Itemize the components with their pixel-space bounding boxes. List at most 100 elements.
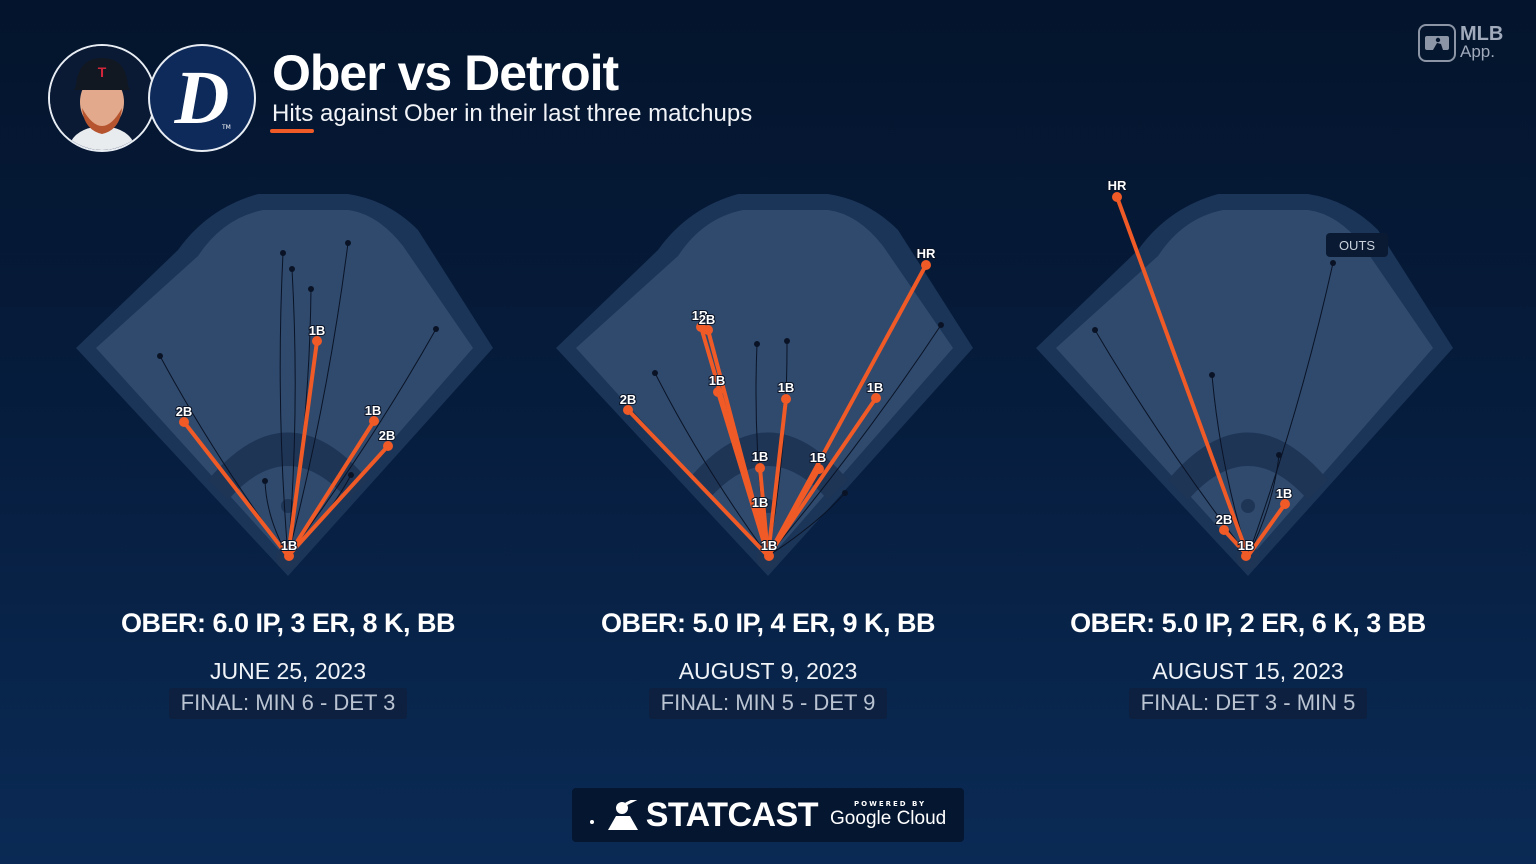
hit-marker-icon [781, 394, 791, 404]
statcast-google-cloud-banner: STATCAST POWERED BY Google Cloud [572, 788, 964, 842]
field-grass-icon [576, 210, 953, 560]
statcast-wordmark: STATCAST [645, 795, 819, 834]
team-logo: D TM [148, 44, 256, 152]
out-trajectory [1247, 262, 1334, 557]
hit-marker-icon [1241, 551, 1251, 561]
page-title: Ober vs Detroit [272, 45, 619, 101]
outs-legend-label: OUTS [1339, 238, 1375, 253]
hit-trajectory [286, 444, 390, 558]
final-score-badge: FINAL: MIN 5 - DET 9 [648, 688, 888, 719]
out-trajectory [287, 242, 349, 557]
pitcher-stat-line: OBER: 5.0 IP, 2 ER, 6 K, 3 BB [1070, 608, 1426, 638]
out-marker-icon [308, 286, 314, 292]
out-trajectory [279, 252, 289, 557]
hit-type-label: 1B [752, 495, 769, 510]
svg-text:T: T [98, 64, 107, 80]
hit-trajectory [758, 510, 770, 558]
hit-marker-icon [623, 405, 633, 415]
player-headshot-icon: T [50, 46, 154, 150]
hit-type-label: 1B [709, 373, 726, 388]
game-date: JUNE 25, 2023 [210, 658, 366, 684]
hit-marker-icon [312, 336, 322, 346]
mlb-app-line2: App. [1460, 42, 1495, 61]
infield-dirt-icon [208, 432, 368, 500]
mlb-batter-silhouette-icon [607, 800, 638, 830]
out-marker-icon [280, 250, 286, 256]
hit-type-label: 1B [1276, 486, 1293, 501]
player-avatar: T [48, 44, 156, 152]
hit-marker-icon [383, 441, 393, 451]
hit-marker-icon [179, 417, 189, 427]
field-grass-icon [1056, 210, 1433, 560]
pitcher-stat-line: OBER: 5.0 IP, 4 ER, 9 K, BB [600, 608, 936, 638]
out-marker-icon [784, 338, 790, 344]
hit-type-label: 2B [176, 404, 193, 419]
game-panel-1: 2B 1B 1B 2B 1B OBER: 6.0 IP, 3 ER, 8 K, BB J… [48, 170, 528, 730]
out-trajectory [767, 492, 846, 557]
hit-marker-icon [871, 393, 881, 403]
hit-type-label: 1B [692, 308, 709, 323]
hit-trajectory [626, 408, 770, 558]
hit-type-label: 1B [365, 403, 382, 418]
hit-trajectory [182, 420, 290, 558]
out-marker-icon [1209, 372, 1215, 378]
hit-type-label: 1B [810, 450, 827, 465]
final-score-badge: FINAL: DET 3 - MIN 5 [1128, 688, 1368, 719]
hit-marker-icon [1280, 499, 1290, 509]
out-trajectory [287, 268, 296, 557]
hit-marker-icon [755, 463, 765, 473]
hit-type-label: 1B [761, 538, 778, 553]
out-marker-icon [345, 240, 351, 246]
hit-trajectory [286, 419, 376, 558]
out-marker-icon [433, 326, 439, 332]
hit-trajectory [766, 396, 878, 558]
spray-chart: 2B 1B 1B 2B 1B [76, 194, 493, 576]
out-marker-icon [348, 472, 354, 478]
out-trajectory [287, 328, 437, 557]
trademark-label: TM [222, 124, 231, 131]
hit-type-label: HR [917, 246, 936, 261]
out-trajectory [654, 372, 769, 557]
hit-marker-icon [284, 551, 294, 561]
hit-type-label: 1B [752, 449, 769, 464]
hit-marker-icon [1112, 192, 1122, 202]
hit-marker-icon [814, 464, 824, 474]
game-panel-2: HR 1B 2B 1B 2B 1B 1B 1B 1B 1B 1B OBER: 5.0 IP, 4 E… [528, 170, 1008, 730]
powered-by-label: POWERED BY [854, 800, 927, 808]
tigers-d-icon: D [174, 56, 230, 140]
hit-type-label: HR [1108, 178, 1127, 193]
mlb-app-logo: MLB App. [1418, 24, 1503, 62]
hit-trajectory [766, 397, 788, 558]
out-trajectory [767, 324, 942, 557]
google-cloud-label: Google Cloud [830, 808, 947, 829]
hit-trajectory [766, 467, 821, 558]
dot-icon [589, 820, 594, 824]
hit-trajectory [716, 390, 770, 558]
out-marker-icon [938, 322, 944, 328]
out-trajectory [1247, 454, 1280, 557]
out-marker-icon [754, 341, 760, 347]
hit-type-label: 1B [281, 538, 298, 553]
spray-chart: HR 1B 2B 1B OUTS [1036, 177, 1453, 576]
hit-type-label: 1B [1238, 538, 1255, 553]
game-date: AUGUST 15, 2023 [1152, 658, 1344, 684]
hit-type-label: 2B [699, 312, 716, 327]
game-panel-3: HR 1B 2B 1B OUTS OBER: 5.0 IP, 2 ER, 6 K, 3 … [1008, 170, 1488, 730]
pitcher-stat-line: OBER: 6.0 IP, 3 ER, 8 K, BB [120, 608, 456, 638]
hit-marker-icon [713, 387, 723, 397]
hit-type-label: 2B [620, 392, 637, 407]
hit-marker-icon [369, 416, 379, 426]
out-marker-icon [1276, 452, 1282, 458]
out-marker-icon [842, 490, 848, 496]
out-marker-icon [1092, 327, 1098, 333]
game-date: AUGUST 9, 2023 [678, 658, 858, 684]
hit-type-label: 1B [867, 380, 884, 395]
outs-legend-badge [1326, 233, 1388, 257]
hit-type-label: 1B [778, 380, 795, 395]
out-marker-icon [289, 266, 295, 272]
infield-dirt-icon [688, 432, 848, 500]
hit-marker-icon [755, 507, 765, 517]
hit-marker-icon [921, 260, 931, 270]
hit-type-label: 2B [1216, 512, 1233, 527]
